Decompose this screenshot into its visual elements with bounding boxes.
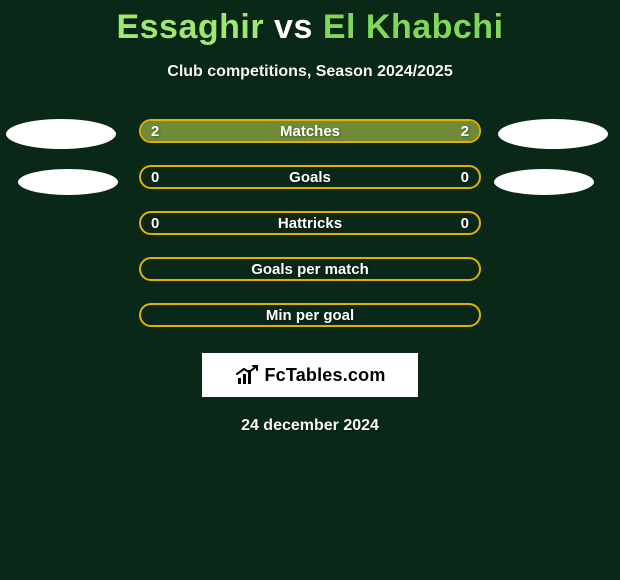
avatar-placeholder xyxy=(6,119,116,149)
player1-avatar-stack xyxy=(6,119,118,195)
stat-row: 22Matches xyxy=(139,119,481,143)
player2-avatar-stack xyxy=(498,119,608,195)
subtitle: Club competitions, Season 2024/2025 xyxy=(0,63,620,81)
stat-row: 00Goals xyxy=(139,165,481,189)
stat-label: Min per goal xyxy=(141,307,479,324)
stat-row: Min per goal xyxy=(139,303,481,327)
brand-icon xyxy=(234,364,260,386)
comparison-content: 22Matches 00Goals 00Hattricks Goals per mat… xyxy=(0,119,620,349)
stat-label: Matches xyxy=(141,123,479,140)
page-title: Essaghir vs El Khabchi xyxy=(0,0,620,47)
stat-bars: 22Matches 00Goals 00Hattricks Goals per mat… xyxy=(139,119,481,349)
brand-badge: FcTables.com xyxy=(202,353,418,397)
stat-label: Goals xyxy=(141,169,479,186)
date-line: 24 december 2024 xyxy=(0,417,620,435)
avatar-placeholder xyxy=(494,169,594,195)
stat-label: Hattricks xyxy=(141,215,479,232)
stat-row: 00Hattricks xyxy=(139,211,481,235)
title-player1: Essaghir xyxy=(116,8,264,46)
stat-row: Goals per match xyxy=(139,257,481,281)
brand-text: FcTables.com xyxy=(264,365,385,386)
avatar-placeholder xyxy=(18,169,118,195)
stat-label: Goals per match xyxy=(141,261,479,278)
title-player2: El Khabchi xyxy=(323,8,504,46)
title-vs: vs xyxy=(274,8,313,46)
avatar-placeholder xyxy=(498,119,608,149)
